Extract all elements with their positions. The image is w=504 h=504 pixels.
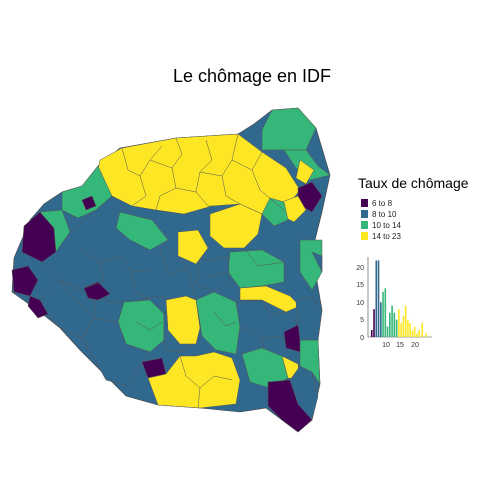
- histogram-bar: [384, 288, 387, 337]
- y-tick-label: 10: [356, 300, 364, 307]
- commune-region: [147, 351, 241, 409]
- histogram-bar: [373, 309, 375, 337]
- commune-region: [195, 291, 241, 355]
- commune-border: [261, 337, 265, 351]
- legend-swatch: [361, 210, 368, 218]
- histogram-bar: [418, 330, 420, 337]
- legend-swatch: [361, 221, 368, 229]
- histogram: 0 5 10 15 20 10 15 20: [356, 257, 432, 349]
- legend-item: 14 to 23: [361, 231, 401, 241]
- histogram-bar: [402, 316, 405, 337]
- histogram-bar: [393, 312, 396, 337]
- commune-border: [135, 321, 163, 331]
- histogram-bar: [395, 319, 398, 337]
- histogram-bar: [409, 323, 411, 337]
- commune-border: [159, 249, 189, 275]
- commune-border: [79, 249, 151, 273]
- commune-border: [59, 279, 95, 319]
- legend-swatch: [361, 232, 368, 240]
- commune-border: [251, 169, 285, 211]
- histogram-bar: [398, 309, 400, 337]
- commune-border: [197, 387, 201, 409]
- commune-border: [155, 167, 177, 211]
- commune-region: [165, 295, 201, 345]
- commune-region: [83, 281, 111, 301]
- commune-border: [205, 271, 229, 277]
- commune-region: [299, 239, 323, 291]
- histogram-bar: [386, 326, 389, 337]
- commune-region: [27, 295, 49, 319]
- legend-item: 6 to 8: [361, 198, 392, 208]
- legend-label: 14 to 23: [372, 231, 401, 241]
- commune-region: [115, 211, 169, 251]
- commune-region: [261, 197, 289, 227]
- histogram-bar: [391, 305, 393, 337]
- commune-regions: [11, 107, 331, 433]
- histogram-bar: [421, 323, 424, 337]
- commune-border: [83, 261, 105, 289]
- commune-region: [295, 159, 315, 185]
- histogram-bar: [425, 333, 427, 337]
- histogram-bar: [413, 326, 416, 337]
- commune-border: [149, 137, 183, 169]
- commune-region: [239, 285, 301, 313]
- x-tick-label: 20: [411, 342, 419, 349]
- commune-region: [81, 195, 97, 211]
- legend-title: Taux de chômage: [358, 175, 469, 191]
- commune-border: [131, 175, 147, 207]
- histogram-bar: [375, 260, 378, 337]
- x-tick-label: 10: [382, 342, 390, 349]
- histogram-bar: [404, 305, 407, 337]
- commune-region: [311, 251, 323, 273]
- histogram-bars: [370, 260, 427, 337]
- commune-border: [131, 271, 151, 301]
- x-tick-label: 15: [396, 342, 404, 349]
- y-tick-label: 5: [360, 317, 364, 324]
- histogram-bar: [382, 291, 384, 337]
- legend-label: 8 to 10: [372, 209, 397, 219]
- histogram-bar: [400, 323, 402, 337]
- commune-region: [209, 203, 263, 249]
- y-tick-label: 0: [360, 335, 364, 342]
- commune-border: [199, 133, 239, 177]
- commune-region: [295, 295, 323, 341]
- y-tick-label: 15: [356, 282, 364, 289]
- commune-region: [81, 317, 151, 387]
- commune-region: [11, 265, 39, 297]
- commune-border: [195, 191, 212, 207]
- commune-border: [243, 247, 285, 267]
- legend-label: 10 to 14: [372, 220, 401, 230]
- legend-label: 6 to 8: [372, 198, 393, 208]
- legend-item: 10 to 14: [361, 220, 401, 230]
- legend-item: 8 to 10: [361, 209, 396, 219]
- map-title: Le chômage en IDF: [172, 66, 332, 86]
- commune-region: [261, 107, 317, 151]
- y-tick-label: 20: [356, 265, 364, 272]
- commune-border: [213, 311, 237, 327]
- histogram-bar: [377, 260, 380, 337]
- commune-region: [227, 249, 285, 289]
- commune-borders: [59, 133, 287, 409]
- commune-region: [177, 229, 209, 265]
- commune-border: [221, 175, 241, 205]
- histogram-bar: [380, 302, 382, 337]
- histogram-bar: [370, 330, 373, 337]
- legend-swatch: [361, 199, 368, 207]
- histogram-bar: [416, 333, 418, 337]
- histogram-bar: [411, 330, 414, 337]
- histogram-bar: [407, 319, 409, 337]
- commune-region: [195, 257, 231, 293]
- commune-border: [261, 299, 287, 317]
- histogram-bar: [389, 312, 391, 337]
